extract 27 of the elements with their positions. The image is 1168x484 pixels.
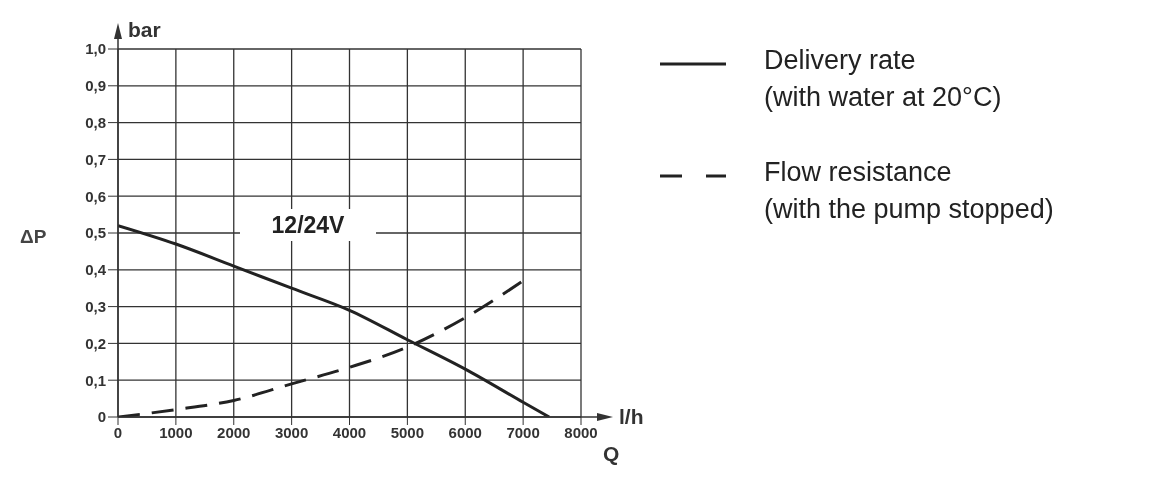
y-tick-label: 0 (97, 408, 106, 426)
x-tick-label: 2000 (217, 423, 251, 441)
x-tick-label: 8000 (564, 423, 598, 441)
x-tick-label: 7000 (506, 423, 540, 441)
legend-label: Delivery rate (with water at 20°C) (764, 44, 1002, 114)
annotation: 12/24V (271, 212, 346, 238)
y-tick-label: 1,0 (85, 40, 106, 58)
y-tick-label: 0,5 (85, 224, 106, 242)
text: l/h (619, 405, 644, 428)
legend-label: Flow resistance (with the pump stopped) (764, 156, 1054, 226)
y-tick-label: 0,7 (85, 150, 106, 168)
x-tick-label: 3000 (274, 423, 309, 441)
y-tick-label: 0,9 (85, 77, 106, 95)
y-tick-label: 0,6 (85, 187, 106, 205)
y-tick-label: 0,4 (85, 261, 107, 279)
y-tick-label: 0,3 (85, 297, 106, 315)
x-tick-label: 5000 (390, 423, 425, 441)
x-tick-label: 1000 (159, 423, 193, 441)
x-tick-label: 6000 (448, 423, 482, 441)
y-tick-label: 0,1 (85, 371, 106, 389)
x-tick-label: 0 (113, 423, 123, 441)
y-tick-label: 0,8 (85, 113, 106, 131)
x-axis-title: Q (603, 442, 620, 465)
y-tick-label: 0,2 (85, 334, 106, 352)
y-axis-title: ΔP (20, 226, 47, 247)
text: bar (128, 18, 161, 41)
x-tick-label: 4000 (332, 423, 367, 441)
